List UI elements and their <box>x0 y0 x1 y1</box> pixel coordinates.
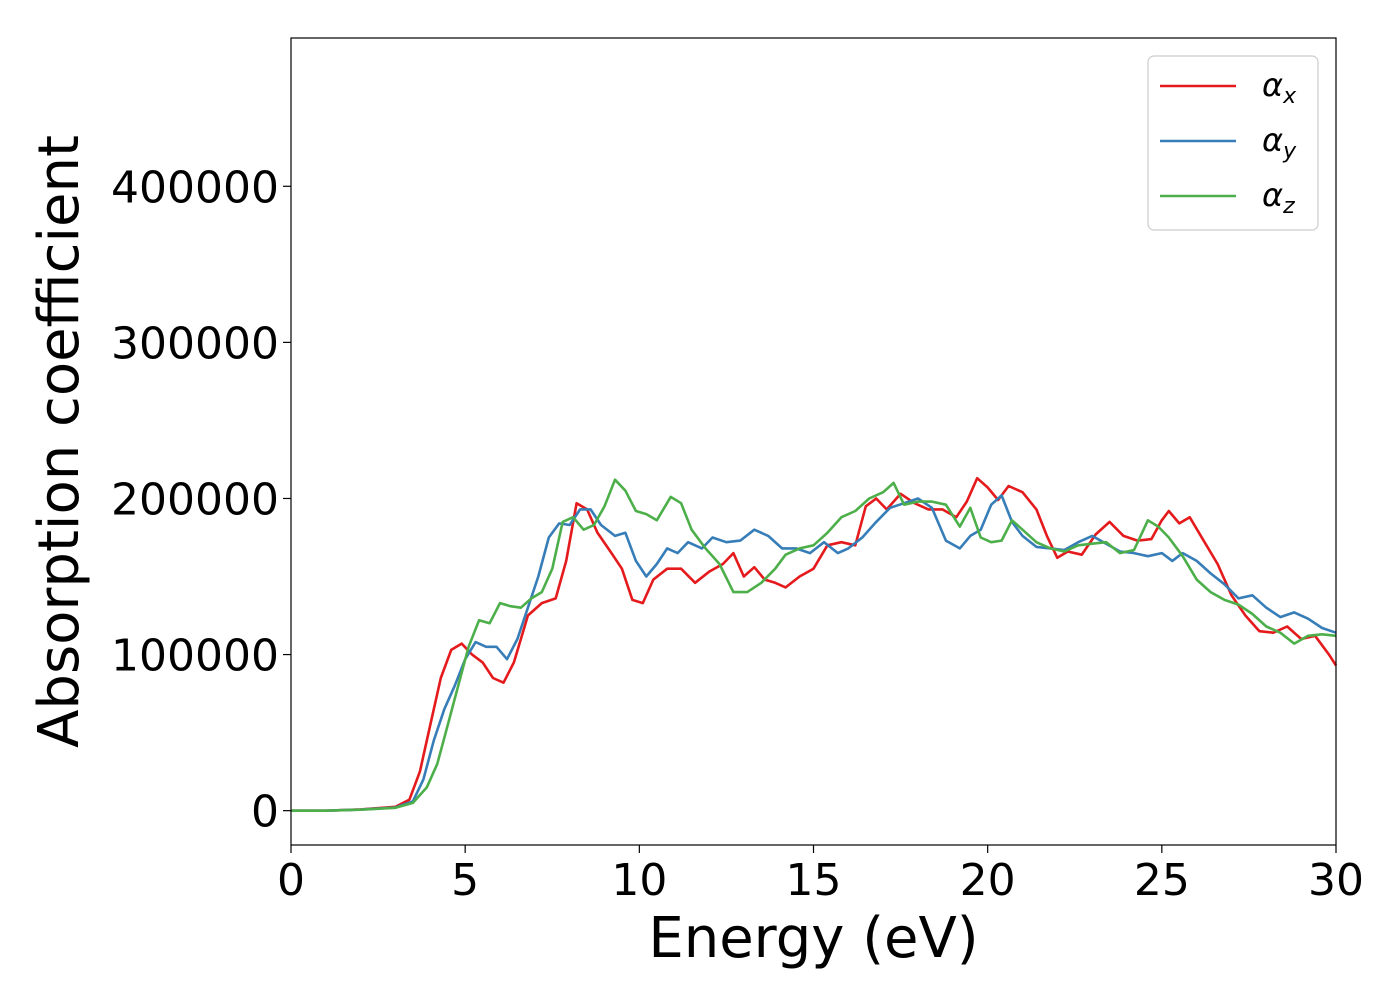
legend: αx αy αz <box>1147 55 1319 231</box>
series-line-z <box>291 478 1337 812</box>
x-tick-label: 0 <box>277 855 305 906</box>
y-tick-label: 400000 <box>111 162 279 213</box>
legend-box <box>1147 55 1319 231</box>
series-line-x <box>291 476 1338 812</box>
legend-entry-x: αx <box>1262 66 1297 109</box>
y-tick-label: 200000 <box>111 474 279 525</box>
y-axis-label: Absorption coefficient <box>27 135 92 748</box>
legend-entry-z: αz <box>1262 176 1295 219</box>
y-tick-label: 100000 <box>111 631 279 682</box>
y-tick-label: 300000 <box>111 318 279 369</box>
x-tick-label: 20 <box>960 855 1016 906</box>
x-tick-label: 10 <box>611 855 667 906</box>
x-tick-label: 5 <box>451 855 479 906</box>
x-tick-label: 25 <box>1134 855 1190 906</box>
y-axis: 0 100000 200000 300000 400000 <box>111 162 291 838</box>
y-tick-label: 0 <box>251 787 279 838</box>
series-lines <box>291 476 1338 812</box>
x-tick-label: 15 <box>786 855 842 906</box>
x-axis: 0 5 10 15 20 25 30 <box>277 845 1364 906</box>
x-axis-label: Energy (eV) <box>648 906 978 971</box>
series-line-y <box>291 494 1337 812</box>
legend-entry-y: αy <box>1262 121 1297 164</box>
x-tick-label: 30 <box>1308 855 1364 906</box>
